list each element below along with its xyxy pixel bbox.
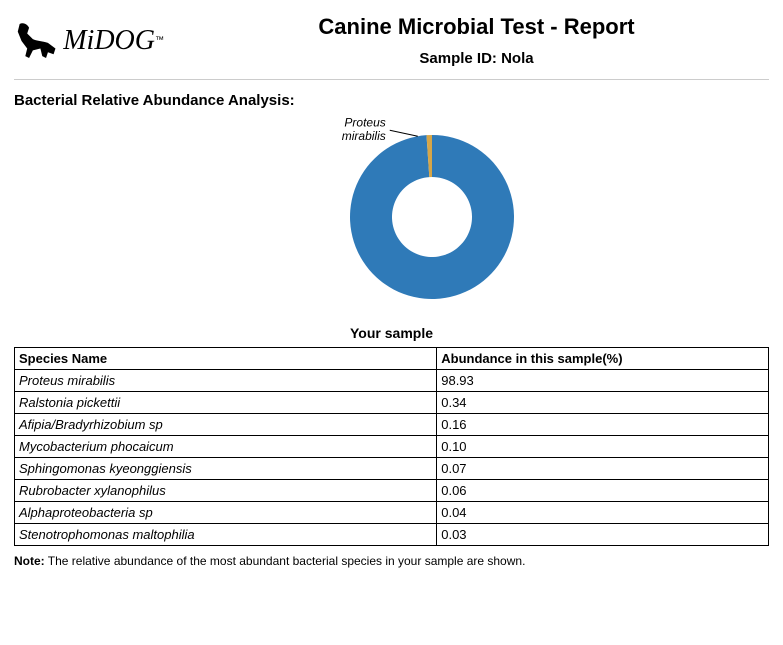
subtitle-prefix: Sample ID: [419,50,501,67]
logo-brand: MiDOG [63,25,155,56]
abundance-cell: 0.34 [437,392,769,414]
note-label: Note: [14,554,45,568]
footnote: Note: The relative abundance of the most… [14,554,769,568]
species-cell: Stenotrophomonas maltophilia [15,524,437,546]
svg-text:mirabilis: mirabilis [341,129,385,143]
species-cell: Ralstonia pickettii [15,392,437,414]
donut-svg: Proteusmirabilis [212,117,572,317]
donut-caption: Your sample [14,325,769,341]
table-row: Proteus mirabilis98.93 [15,370,769,392]
section-title: Bacterial Relative Abundance Analysis: [14,92,769,109]
species-cell: Afipia/Bradyrhizobium sp [15,414,437,436]
col-species: Species Name [15,348,437,370]
table-row: Mycobacterium phocaicum0.10 [15,436,769,458]
abundance-cell: 0.07 [437,458,769,480]
abundance-cell: 0.06 [437,480,769,502]
abundance-cell: 0.16 [437,414,769,436]
donut-chart: Proteusmirabilis [14,117,769,317]
table-row: Alphaproteobacteria sp0.04 [15,502,769,524]
abundance-cell: 0.03 [437,524,769,546]
dog-icon [14,19,59,63]
report-subtitle: Sample ID: Nola [184,50,769,67]
table-row: Ralstonia pickettii0.34 [15,392,769,414]
logo-text: MiDOG™ [63,25,164,57]
report-title: Canine Microbial Test - Report [184,14,769,40]
table-row: Stenotrophomonas maltophilia0.03 [15,524,769,546]
logo: MiDOG™ [14,19,164,63]
table-row: Sphingomonas kyeonggiensis0.07 [15,458,769,480]
svg-text:Proteus: Proteus [344,117,385,129]
species-cell: Proteus mirabilis [15,370,437,392]
species-cell: Rubrobacter xylanophilus [15,480,437,502]
sample-id: Nola [501,50,534,67]
species-cell: Alphaproteobacteria sp [15,502,437,524]
abundance-table: Species Name Abundance in this sample(%)… [14,347,769,546]
title-block: Canine Microbial Test - Report Sample ID… [184,10,769,71]
abundance-cell: 0.10 [437,436,769,458]
abundance-cell: 98.93 [437,370,769,392]
table-row: Afipia/Bradyrhizobium sp0.16 [15,414,769,436]
report-header: MiDOG™ Canine Microbial Test - Report Sa… [14,10,769,80]
table-header-row: Species Name Abundance in this sample(%) [15,348,769,370]
species-cell: Sphingomonas kyeonggiensis [15,458,437,480]
table-row: Rubrobacter xylanophilus0.06 [15,480,769,502]
trademark: ™ [155,34,164,44]
species-cell: Mycobacterium phocaicum [15,436,437,458]
col-abundance: Abundance in this sample(%) [437,348,769,370]
note-text: The relative abundance of the most abund… [45,554,526,568]
abundance-cell: 0.04 [437,502,769,524]
